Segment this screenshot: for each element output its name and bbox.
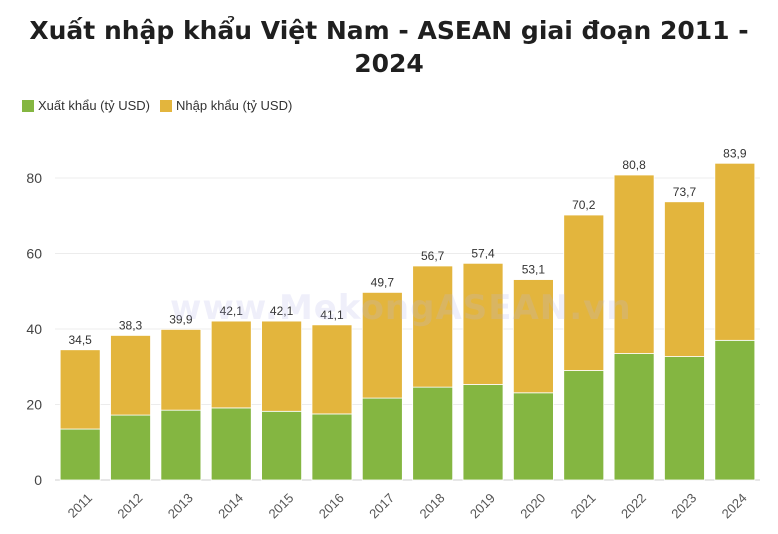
bar-import xyxy=(59,349,101,430)
x-tick: 2013 xyxy=(165,490,196,521)
bar-import xyxy=(512,279,554,394)
bar-export xyxy=(261,410,303,481)
bar-import xyxy=(664,201,705,357)
total-data-label: 42,1 xyxy=(270,304,294,318)
bar-export xyxy=(361,397,403,481)
x-tick-label: 2016 xyxy=(316,490,347,521)
x-tick: 2022 xyxy=(618,490,649,521)
total-data-label: 70,2 xyxy=(572,198,596,212)
x-tick-label: 2023 xyxy=(668,490,699,521)
x-tick-label: 2011 xyxy=(65,490,95,520)
legend-swatch-export xyxy=(22,99,34,112)
x-tick: 2016 xyxy=(316,490,347,521)
y-tick-label: 60 xyxy=(26,246,42,262)
x-tick: 2020 xyxy=(517,490,548,521)
legend-item-import[interactable]: Nhập khẩu (tỷ USD) xyxy=(160,98,292,113)
x-tick-label: 2019 xyxy=(467,490,498,521)
chart-legend: Xuất khẩu (tỷ USD) Nhập khẩu (tỷ USD) xyxy=(22,98,292,113)
bar-import xyxy=(563,214,605,371)
total-data-label: 80,8 xyxy=(622,158,646,172)
x-tick-label: 2024 xyxy=(719,490,750,521)
x-tick-label: 2018 xyxy=(417,490,448,521)
bar-export xyxy=(462,384,504,481)
y-tick-label: 20 xyxy=(26,397,42,413)
legend-swatch-import xyxy=(160,99,172,112)
bar-import xyxy=(160,328,202,411)
x-tick-label: 2021 xyxy=(568,490,599,521)
legend-label-import: Nhập khẩu (tỷ USD) xyxy=(176,98,293,113)
x-tick: 2021 xyxy=(568,490,599,521)
bar-export xyxy=(59,428,101,481)
bar-import xyxy=(714,162,756,341)
bar-export xyxy=(613,353,655,481)
x-tick-label: 2015 xyxy=(265,490,296,521)
total-data-label: 42,1 xyxy=(220,304,244,318)
bar-import xyxy=(462,262,504,385)
bar-import xyxy=(110,335,151,416)
bar-export xyxy=(311,413,353,481)
bar-import xyxy=(361,291,403,399)
total-data-label: 34,5 xyxy=(68,333,92,347)
bar-export xyxy=(714,339,756,481)
legend-label-export: Xuất khẩu (tỷ USD) xyxy=(38,98,150,113)
x-tick: 2015 xyxy=(265,490,296,521)
x-tick: 2012 xyxy=(114,490,145,521)
x-tick-label: 2022 xyxy=(618,490,649,521)
x-tick: 2017 xyxy=(366,490,397,521)
bars xyxy=(59,162,756,481)
bar-export xyxy=(412,386,454,481)
x-tick: 2018 xyxy=(417,490,448,521)
bar-import xyxy=(311,324,353,415)
total-data-label: 38,3 xyxy=(119,318,143,332)
total-data-label: 56,7 xyxy=(421,249,445,263)
bar-import xyxy=(261,320,303,412)
x-tick: 2019 xyxy=(467,490,498,521)
x-tick: 2023 xyxy=(668,490,699,521)
x-tick-label: 2013 xyxy=(165,490,196,521)
x-tick: 2011 xyxy=(65,490,95,520)
y-axis-ticks: 0 20 40 60 80 xyxy=(26,170,42,488)
total-data-label: 49,7 xyxy=(371,275,395,289)
x-tick: 2024 xyxy=(719,490,750,521)
bar-export xyxy=(210,407,252,481)
bar-export xyxy=(110,414,151,481)
x-axis-ticks: 2011 2012 2013 2014 2015 2016 2017 2018 2019 2020… xyxy=(65,490,750,521)
total-labels: 34,5 38,3 39,9 42,1 42,1 41,1 49,7 56,7 57,4 53,1… xyxy=(68,146,746,346)
bar-import xyxy=(412,265,454,388)
legend-item-export[interactable]: Xuất khẩu (tỷ USD) xyxy=(22,98,150,113)
bar-export xyxy=(512,392,554,481)
x-tick-label: 2017 xyxy=(366,490,397,521)
total-data-label: 39,9 xyxy=(169,312,193,326)
total-data-label: 41,1 xyxy=(320,308,344,322)
total-data-label: 83,9 xyxy=(723,146,747,160)
x-tick: 2014 xyxy=(215,490,246,521)
x-tick-label: 2020 xyxy=(517,490,548,521)
total-data-label: 57,4 xyxy=(471,246,495,260)
total-data-label: 73,7 xyxy=(673,185,697,199)
x-tick-label: 2012 xyxy=(114,490,145,521)
total-data-label: 53,1 xyxy=(522,263,546,277)
chart-title: Xuất nhập khẩu Việt Nam - ASEAN giai đoạ… xyxy=(29,16,749,78)
y-tick-label: 0 xyxy=(34,472,42,488)
bar-export xyxy=(160,409,202,481)
bar-import xyxy=(613,174,655,354)
y-tick-label: 40 xyxy=(26,321,42,337)
bar-import xyxy=(210,320,252,409)
x-tick-label: 2014 xyxy=(215,490,246,521)
bar-export xyxy=(664,356,705,481)
y-tick-label: 80 xyxy=(26,170,42,186)
bar-export xyxy=(563,370,605,481)
